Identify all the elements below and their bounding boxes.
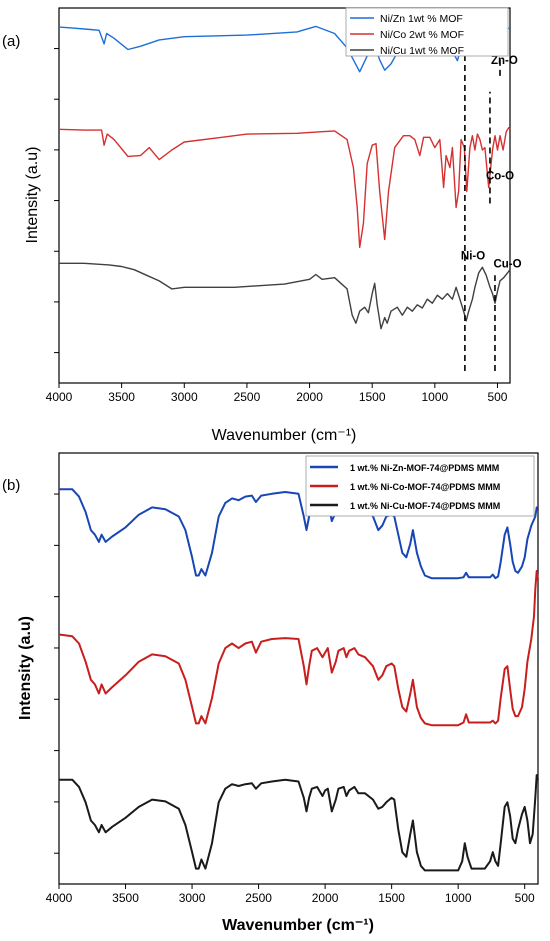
x-tick-label-7: 500 [487, 390, 507, 404]
y-ticks-b [54, 493, 59, 854]
x-tick-label-6: 1000 [421, 390, 448, 404]
annotation-3: Cu-O [493, 258, 521, 270]
legend-label-0: 1 wt.% Ni-Zn-MOF-74@PDMS MMM [350, 463, 499, 473]
panel-a: (a) 4000 3500 3000 2500 2000 1500 1000 500 Zn-O… [2, 7, 522, 444]
annotation-1: Co-O [486, 171, 514, 183]
legend-b: 1 wt.% Ni-Zn-MOF-74@PDMS MMM 1 wt.% Ni-Co… [305, 455, 535, 517]
x-tick-label-3: 2500 [245, 891, 272, 905]
x-ticks-b: 4000 3500 3000 2500 2000 1500 1000 500 [46, 884, 535, 905]
series-line-1 [58, 570, 539, 727]
legend-label-0: Ni/Zn 1wt % MOF [380, 13, 463, 25]
panel-label-b: (b) [2, 477, 20, 494]
legend-box-a [345, 7, 509, 57]
x-tick-label-1: 3500 [108, 390, 135, 404]
series-group-a [58, 24, 511, 330]
plot-frame-b [58, 452, 539, 885]
annotation-2: Ni-O [461, 250, 485, 262]
x-tick-label-4: 2000 [312, 891, 339, 905]
legend-label-2: Ni/Cu 1wt % MOF [380, 45, 464, 57]
legend-label-1: 1 wt.% Ni-Co-MOF-74@PDMS MMM [350, 482, 500, 492]
panel-label-a: (a) [2, 33, 20, 50]
x-tick-label-2: 3000 [171, 390, 198, 404]
x-tick-label-5: 1500 [378, 891, 405, 905]
x-tick-label-0: 4000 [46, 390, 73, 404]
legend-box-b [305, 455, 535, 517]
series-line-2 [59, 774, 539, 872]
x-tick-label-5: 1500 [359, 390, 386, 404]
y-axis-title-a: Intensity (a.u) [24, 147, 41, 244]
x-axis-title-a: Wavenumber (cm⁻¹) [212, 427, 357, 444]
x-tick-label-1: 3500 [112, 891, 139, 905]
dashed-lines-a [464, 23, 501, 372]
series-group-b [58, 488, 539, 872]
legend-a: Ni/Zn 1wt % MOF Ni/Co 2wt % MOF Ni/Cu 1wt … [345, 7, 509, 57]
legend-label-2: 1 wt.% Ni-Cu-MOF-74@PDMS MMM [350, 501, 500, 511]
annotations-a: Zn-O Co-O Ni-O Cu-O [461, 55, 522, 270]
x-tick-label-2: 3000 [179, 891, 206, 905]
x-ticks-a: 4000 3500 3000 2500 2000 1500 1000 500 [46, 383, 508, 404]
series-line-2 [59, 262, 511, 330]
x-tick-label-6: 1000 [445, 891, 472, 905]
annotation-0: Zn-O [491, 55, 518, 67]
panel-b: (b) 4000 3500 3000 2500 2000 1500 1000 500 Wave… [2, 452, 539, 934]
x-tick-label-4: 2000 [296, 390, 323, 404]
x-tick-label-7: 500 [515, 891, 535, 905]
y-axis-title-b: Intensity (a.u) [17, 616, 34, 720]
plot-frame-a [58, 7, 511, 384]
x-tick-label-0: 4000 [46, 891, 73, 905]
x-axis-title-b: Wavenumber (cm⁻¹) [222, 917, 374, 934]
series-line-1 [58, 127, 511, 249]
legend-label-1: Ni/Co 2wt % MOF [380, 29, 464, 41]
y-ticks-a [54, 48, 59, 354]
x-tick-label-3: 2500 [234, 390, 261, 404]
